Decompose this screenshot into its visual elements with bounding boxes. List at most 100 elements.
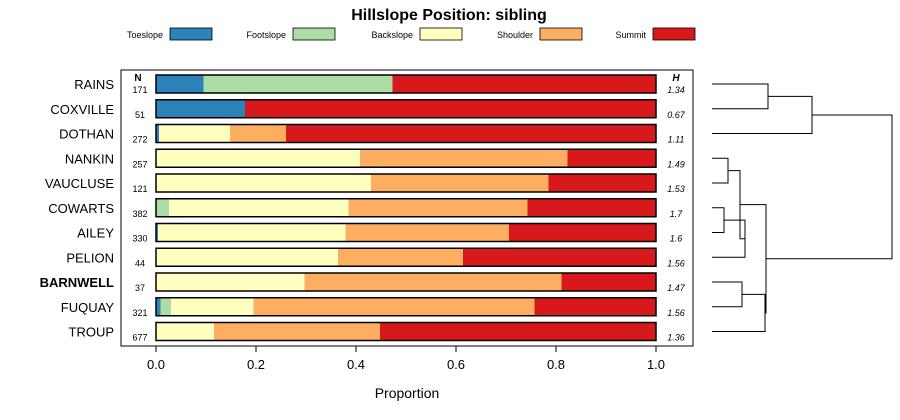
row-label-dothan: DOTHAN: [59, 127, 114, 142]
h-value-dothan: 1.11: [668, 135, 685, 145]
bar-segment-rains-footslope: [203, 75, 393, 93]
n-value-vaucluse: 121: [132, 184, 147, 194]
bar-segment-nankin-backslope: [156, 149, 360, 168]
bar-segment-cowarts-footslope: [156, 198, 169, 217]
bar-segment-barnwell-summit: [561, 273, 656, 291]
row-label-ailey: AILEY: [77, 226, 114, 241]
x-tick-label: 0.4: [347, 357, 365, 372]
dendrogram-link: [712, 281, 743, 308]
bar-segment-vaucluse-backslope: [156, 174, 371, 192]
dendrogram-link: [712, 95, 813, 134]
dendrogram-link: [712, 207, 725, 233]
legend-swatch-toeslope: [169, 27, 213, 41]
h-value-ailey: 1.6: [670, 234, 683, 244]
h-value-vaucluse: 1.53: [667, 184, 685, 194]
row-label-pelion: PELION: [66, 250, 114, 265]
bar-outline-troup: [155, 321, 657, 342]
bar-segment-fuquay-shoulder: [253, 297, 535, 316]
bar-segment-ailey-toeslope: [156, 223, 158, 242]
h-value-troup: 1.36: [667, 333, 685, 343]
dendrogram-link: [712, 293, 766, 332]
legend-swatch-footslope: [292, 27, 336, 41]
row-label-nankin: NANKIN: [65, 151, 114, 166]
dendrogram-link: [712, 157, 729, 184]
row-label-vaucluse: VAUCLUSE: [45, 176, 114, 191]
h-value-nankin: 1.49: [667, 159, 685, 169]
legend: Toeslope Footslope Backslope Shoulder Summit: [127, 27, 696, 41]
bar-segment-fuquay-backslope: [171, 297, 254, 316]
n-value-ailey: 330: [132, 234, 147, 244]
legend-label-summit: Summit: [615, 30, 646, 40]
bar-segment-rains-toeslope: [156, 75, 204, 93]
h-value-barnwell: 1.47: [667, 283, 686, 293]
legend-swatch-summit: [652, 27, 696, 41]
legend-label-footslope: Footslope: [246, 30, 286, 40]
dendrogram: [712, 83, 893, 332]
row-label-troup: TROUP: [69, 325, 115, 340]
bar-segment-rains-summit: [392, 75, 656, 93]
bar-segment-cowarts-backslope: [169, 198, 349, 217]
x-axis-label: Proportion: [375, 385, 440, 401]
bar-outline-pelion: [155, 247, 657, 267]
bar-segment-nankin-shoulder: [360, 149, 568, 168]
bar-segment-dothan-shoulder: [230, 124, 286, 143]
row-label-barnwell: BARNWELL: [40, 275, 114, 290]
legend-label-shoulder: Shoulder: [497, 30, 533, 40]
bar-segment-troup-shoulder: [214, 322, 380, 341]
h-value-cowarts: 1.7: [670, 209, 684, 219]
bar-segment-barnwell-backslope: [156, 273, 305, 291]
legend-swatch-shoulder: [539, 27, 583, 41]
h-value-pelion: 1.56: [667, 258, 685, 268]
legend-swatch-backslope: [419, 27, 463, 41]
bar-outline-vaucluse: [155, 173, 657, 193]
plot-frame: [120, 69, 694, 347]
row-label-coxville: COXVILLE: [50, 102, 114, 117]
n-value-nankin: 257: [132, 159, 147, 169]
h-value-rains: 1.34: [667, 85, 685, 95]
bar-segment-ailey-backslope: [158, 223, 346, 242]
bar-segment-dothan-backslope: [159, 124, 230, 143]
h-value-fuquay: 1.56: [667, 308, 685, 318]
n-value-cowarts: 382: [132, 209, 147, 219]
x-tick-label: 0.6: [447, 357, 465, 372]
h-value-coxville: 0.67: [667, 110, 686, 120]
x-tick-label: 1.0: [647, 357, 665, 372]
n-value-troup: 677: [132, 333, 147, 343]
bar-segment-dothan-summit: [286, 124, 656, 143]
bar-segment-troup-summit: [380, 322, 656, 341]
bar-outline-coxville: [155, 99, 657, 119]
row-label-rains: RAINS: [74, 77, 114, 92]
bar-segment-fuquay-toeslope: [156, 297, 161, 316]
n-value-pelion: 44: [135, 258, 145, 268]
bar-segment-vaucluse-shoulder: [371, 174, 549, 192]
bar-segment-nankin-summit: [567, 149, 656, 168]
n-value-barnwell: 37: [135, 283, 145, 293]
bar-segment-pelion-summit: [463, 248, 656, 267]
dendrogram-root-link: [766, 114, 893, 260]
x-tick-label: 0.8: [547, 357, 565, 372]
legend-label-toeslope: Toeslope: [127, 30, 163, 40]
row-label-fuquay: FUQUAY: [61, 300, 115, 315]
bar-segment-ailey-shoulder: [345, 223, 509, 242]
h-header: H: [672, 73, 680, 84]
bar-outline-nankin: [155, 148, 657, 168]
bar-segment-fuquay-summit: [534, 297, 656, 316]
n-header: N: [134, 73, 141, 84]
bar-segment-vaucluse-summit: [548, 174, 656, 192]
bar-outline-ailey: [155, 222, 657, 243]
bar-segment-pelion-shoulder: [338, 248, 463, 267]
row-label-cowarts: COWARTS: [48, 201, 114, 216]
bar-segment-cowarts-shoulder: [348, 198, 528, 217]
bar-segment-dothan-toeslope: [156, 124, 159, 143]
chart-title: Hillslope Position: sibling: [351, 7, 547, 24]
x-tick-label: 0.2: [247, 357, 265, 372]
bar-segment-cowarts-summit: [527, 198, 656, 217]
bar-segment-barnwell-shoulder: [304, 273, 562, 291]
bar-segment-coxville-summit: [245, 99, 656, 118]
bar-outline-dothan: [155, 123, 657, 144]
bar-segment-pelion-backslope: [156, 248, 338, 267]
bar-outline-rains: [155, 74, 657, 94]
bar-segment-coxville-toeslope: [156, 99, 245, 118]
dendrogram-link: [740, 204, 767, 314]
